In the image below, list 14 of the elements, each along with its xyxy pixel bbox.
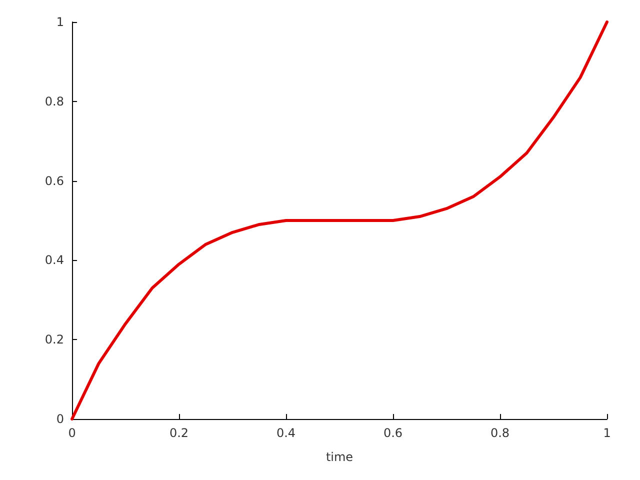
x-tick-label: 0.4: [276, 426, 296, 440]
x-tick-label: 0: [68, 426, 76, 440]
x-tick-label: 0.8: [490, 426, 510, 440]
x-tick-label: 0.2: [169, 426, 189, 440]
y-tick-label: 0.2: [44, 332, 64, 347]
x-tick-label: 1: [603, 426, 611, 440]
y-tick-label: 0.6: [44, 174, 64, 188]
y-tick-label: 0.8: [44, 94, 64, 108]
x-axis-title: time: [326, 450, 354, 464]
y-tick-label: 0.4: [44, 253, 64, 268]
y-tick-label: 0: [56, 412, 64, 426]
line-series: [70, 20, 608, 420]
y-tick-label: 1: [56, 15, 64, 29]
x-tick-label: 0.6: [383, 426, 403, 440]
